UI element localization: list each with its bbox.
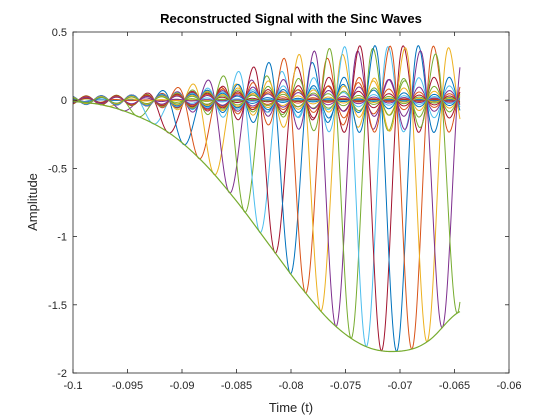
y-tick-label: -0.5 [48, 163, 67, 175]
y-tick-label: -1.5 [48, 300, 67, 312]
y-tick-label: 0.5 [52, 27, 67, 39]
y-axis-label: Amplitude [25, 173, 40, 231]
y-tick-label: 0 [61, 95, 67, 107]
sinc-wave-line [73, 50, 461, 329]
x-tick-label: -0.075 [330, 380, 361, 392]
x-tick-label: -0.06 [496, 380, 521, 392]
x-tick-label: -0.07 [387, 380, 412, 392]
x-tick-label: -0.065 [439, 380, 470, 392]
x-tick-label: -0.08 [278, 380, 303, 392]
y-tick-label: -1 [57, 232, 67, 244]
x-tick-label: -0.095 [112, 380, 143, 392]
reconstructed-signal [73, 100, 461, 353]
sinc-wave-line [73, 53, 461, 314]
y-axis-ticks: -2 -1.5 -1 -0.5 0 0.5 [48, 27, 509, 380]
chart-title: Reconstructed Signal with the Sinc Waves [160, 11, 422, 26]
x-tick-label: -0.085 [221, 380, 252, 392]
x-axis-ticks: -0.1 -0.095 -0.09 -0.085 -0.08 -0.075 -0.07 -0.… [64, 32, 522, 392]
x-axis-label: Time (t) [269, 400, 313, 415]
reconstructed-signal-line [73, 100, 461, 353]
plot-area [73, 32, 509, 373]
y-tick-label: -2 [57, 368, 67, 380]
x-tick-label: -0.09 [169, 380, 194, 392]
sinc-waves [73, 44, 461, 353]
x-tick-label: -0.1 [64, 380, 83, 392]
